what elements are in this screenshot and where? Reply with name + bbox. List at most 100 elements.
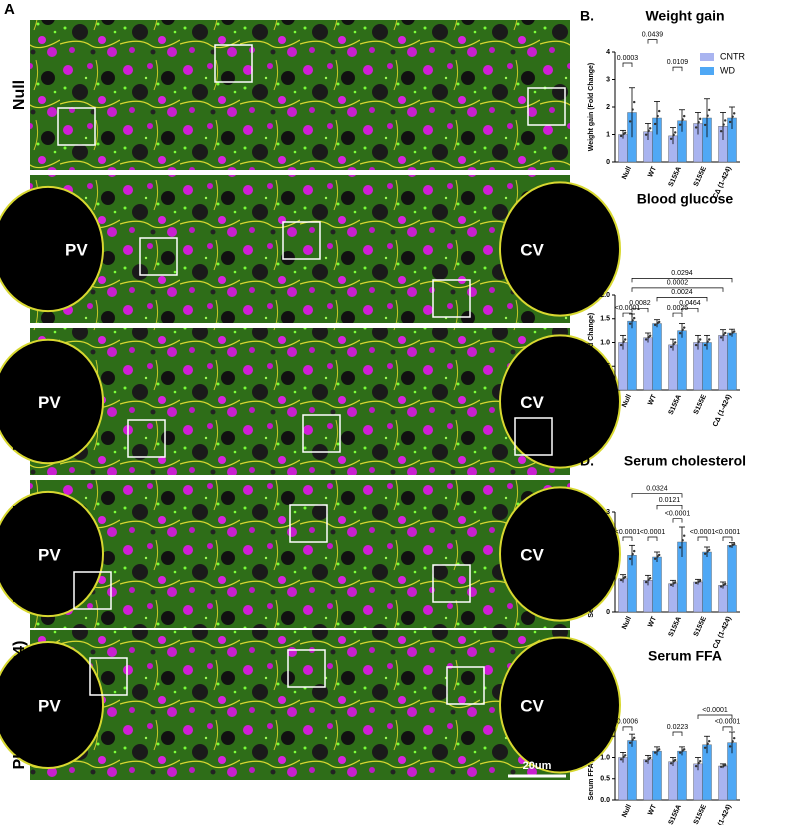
y-axis-label: Weight gain (Fold Change) bbox=[588, 63, 595, 152]
data-dot bbox=[669, 583, 673, 587]
bar bbox=[652, 750, 662, 801]
data-dot bbox=[722, 123, 725, 126]
significance-bracket bbox=[647, 39, 658, 44]
y-tick-label: 2 bbox=[606, 104, 610, 111]
bar bbox=[718, 335, 728, 391]
x-tick-label: CΔ (1-424) bbox=[712, 804, 733, 825]
significance-bracket bbox=[722, 726, 733, 731]
significance-bracket bbox=[672, 66, 683, 72]
bar bbox=[718, 585, 728, 613]
chart-title: Blood glucose bbox=[637, 191, 734, 207]
x-tick-label: Null bbox=[621, 166, 633, 181]
data-dot bbox=[724, 331, 727, 335]
significance-bracket bbox=[622, 312, 633, 318]
pv-label: PV bbox=[38, 696, 61, 715]
data-dot bbox=[622, 755, 625, 759]
bar bbox=[643, 337, 653, 391]
y-tick-label: 4 bbox=[606, 49, 610, 56]
data-dot bbox=[674, 581, 677, 584]
cv-label: CV bbox=[520, 393, 544, 412]
data-dot bbox=[683, 114, 686, 118]
micrograph bbox=[30, 630, 570, 780]
data-dot bbox=[694, 764, 698, 768]
bar bbox=[643, 759, 653, 801]
inset-box bbox=[514, 417, 553, 456]
y-tick-label: 0.0 bbox=[600, 797, 610, 804]
data-dot bbox=[728, 545, 732, 548]
data-dot bbox=[619, 134, 623, 138]
data-dot bbox=[619, 578, 623, 582]
bar bbox=[668, 344, 678, 391]
y-axis-label: Serum Cholesterol (Fold Change) bbox=[588, 506, 595, 617]
inset-box bbox=[432, 564, 471, 603]
data-dot bbox=[699, 759, 702, 763]
y-tick-label: 3 bbox=[606, 509, 610, 516]
p-value: 0.0003 bbox=[617, 55, 639, 62]
y-tick-label: 0 bbox=[606, 609, 610, 616]
data-dot bbox=[681, 328, 684, 331]
y-tick-label: 3 bbox=[606, 76, 610, 83]
data-dot bbox=[649, 577, 652, 580]
data-dot bbox=[706, 742, 709, 745]
pv-label: PV bbox=[65, 240, 88, 259]
significance-bracket bbox=[631, 307, 649, 313]
chart-letter: E. bbox=[580, 648, 593, 664]
inset-box bbox=[287, 649, 326, 688]
p-value: <0.0001 bbox=[665, 511, 691, 518]
data-dot bbox=[678, 546, 682, 549]
p-value: <0.0001 bbox=[640, 529, 666, 536]
p-value: 0.0002 bbox=[667, 280, 689, 287]
inset-box bbox=[282, 221, 321, 260]
data-dot bbox=[733, 736, 736, 740]
significance-bracket bbox=[631, 493, 683, 498]
data-dot bbox=[722, 333, 725, 336]
data-dot bbox=[669, 345, 673, 349]
x-tick-label: S155A bbox=[668, 394, 683, 416]
data-dot bbox=[619, 343, 623, 347]
portal-vein bbox=[0, 490, 104, 618]
data-dot bbox=[624, 575, 627, 579]
cv-label: CV bbox=[520, 545, 544, 564]
data-dot bbox=[644, 580, 648, 584]
significance-bracket bbox=[681, 307, 699, 313]
p-value: <0.0001 bbox=[715, 719, 741, 726]
data-dot bbox=[681, 539, 684, 542]
row-label: PLIN5 S155E bbox=[11, 505, 28, 603]
x-tick-label: S155A bbox=[668, 166, 683, 188]
y-tick-label: 2.0 bbox=[600, 712, 610, 719]
x-tick-label: S155A bbox=[668, 804, 683, 825]
data-dot bbox=[706, 550, 709, 553]
inset-box bbox=[432, 279, 471, 318]
bar bbox=[677, 330, 687, 391]
micrograph bbox=[30, 20, 570, 170]
data-dot bbox=[649, 756, 652, 760]
legend-swatch bbox=[700, 67, 714, 75]
data-dot bbox=[624, 131, 627, 134]
data-dot bbox=[706, 340, 709, 343]
row-label: Null bbox=[11, 80, 28, 110]
data-dot bbox=[694, 343, 698, 347]
row-label: PLIN5 bbox=[11, 226, 28, 271]
y-tick-label: 2.0 bbox=[600, 292, 610, 299]
data-dot bbox=[706, 114, 709, 117]
y-tick-label: 0.5 bbox=[600, 363, 610, 370]
data-dot bbox=[733, 543, 736, 546]
data-dot bbox=[656, 555, 659, 558]
data-dot bbox=[658, 109, 661, 113]
chart-title: Serum FFA bbox=[648, 648, 722, 664]
data-dot bbox=[724, 582, 727, 586]
data-dot bbox=[708, 338, 711, 341]
scale-bar-label: 20um bbox=[523, 760, 552, 772]
significance-bracket bbox=[647, 536, 658, 541]
data-dot bbox=[697, 120, 700, 124]
data-dot bbox=[649, 334, 652, 337]
data-dot bbox=[647, 335, 650, 339]
portal-vein bbox=[0, 641, 104, 769]
data-dot bbox=[708, 739, 711, 743]
central-vein bbox=[499, 181, 621, 317]
data-dot bbox=[708, 548, 711, 552]
y-tick-label: 1.0 bbox=[600, 754, 610, 761]
significance-bracket bbox=[672, 312, 683, 318]
data-dot bbox=[678, 751, 682, 754]
